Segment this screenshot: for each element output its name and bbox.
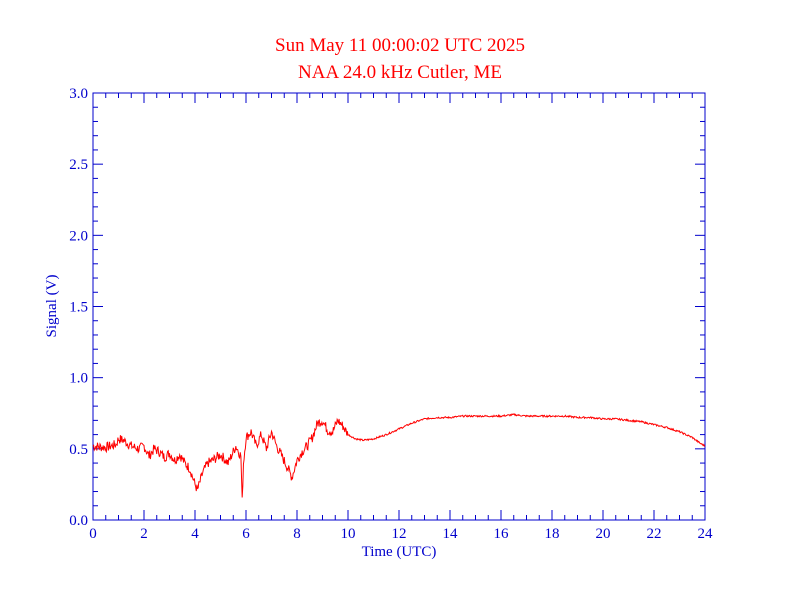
x-tick-label: 2 (140, 526, 148, 542)
chart-title: Sun May 11 00:00:02 UTC 2025 (275, 35, 525, 56)
x-tick-label: 24 (698, 526, 714, 542)
x-tick-label: 6 (242, 526, 250, 542)
x-tick-label: 22 (647, 526, 662, 542)
y-axis-ticks (93, 92, 705, 521)
x-axis-tick-labels: 0 2 4 6 8 10 12 14 16 18 20 22 24 (89, 526, 713, 542)
y-tick-label: 2.5 (69, 157, 88, 173)
y-tick-label: 2.0 (69, 228, 88, 244)
x-axis-ticks (92, 93, 706, 520)
x-tick-label: 16 (494, 526, 510, 542)
y-tick-label: 3.0 (69, 86, 88, 102)
x-tick-label: 20 (596, 526, 611, 542)
y-tick-label: 0.5 (69, 442, 88, 458)
x-tick-label: 0 (89, 526, 97, 542)
x-axis-label: Time (UTC) (362, 544, 437, 560)
y-tick-label: 1.5 (69, 300, 88, 316)
x-tick-label: 10 (341, 526, 356, 542)
y-axis-tick-labels: 0.0 0.5 1.0 1.5 2.0 2.5 3.0 (69, 86, 88, 529)
x-tick-label: 18 (545, 526, 560, 542)
x-tick-label: 4 (191, 526, 199, 542)
x-tick-label: 14 (443, 526, 459, 542)
signal-series-line (92, 413, 706, 498)
plot-frame (92, 92, 706, 521)
y-tick-label: 0.0 (69, 513, 88, 529)
y-axis-label: Signal (V) (44, 275, 60, 338)
y-tick-label: 1.0 (69, 371, 88, 387)
x-tick-label: 12 (392, 526, 407, 542)
x-tick-label: 8 (293, 526, 301, 542)
chart-subtitle: NAA 24.0 kHz Cutler, ME (298, 62, 502, 83)
